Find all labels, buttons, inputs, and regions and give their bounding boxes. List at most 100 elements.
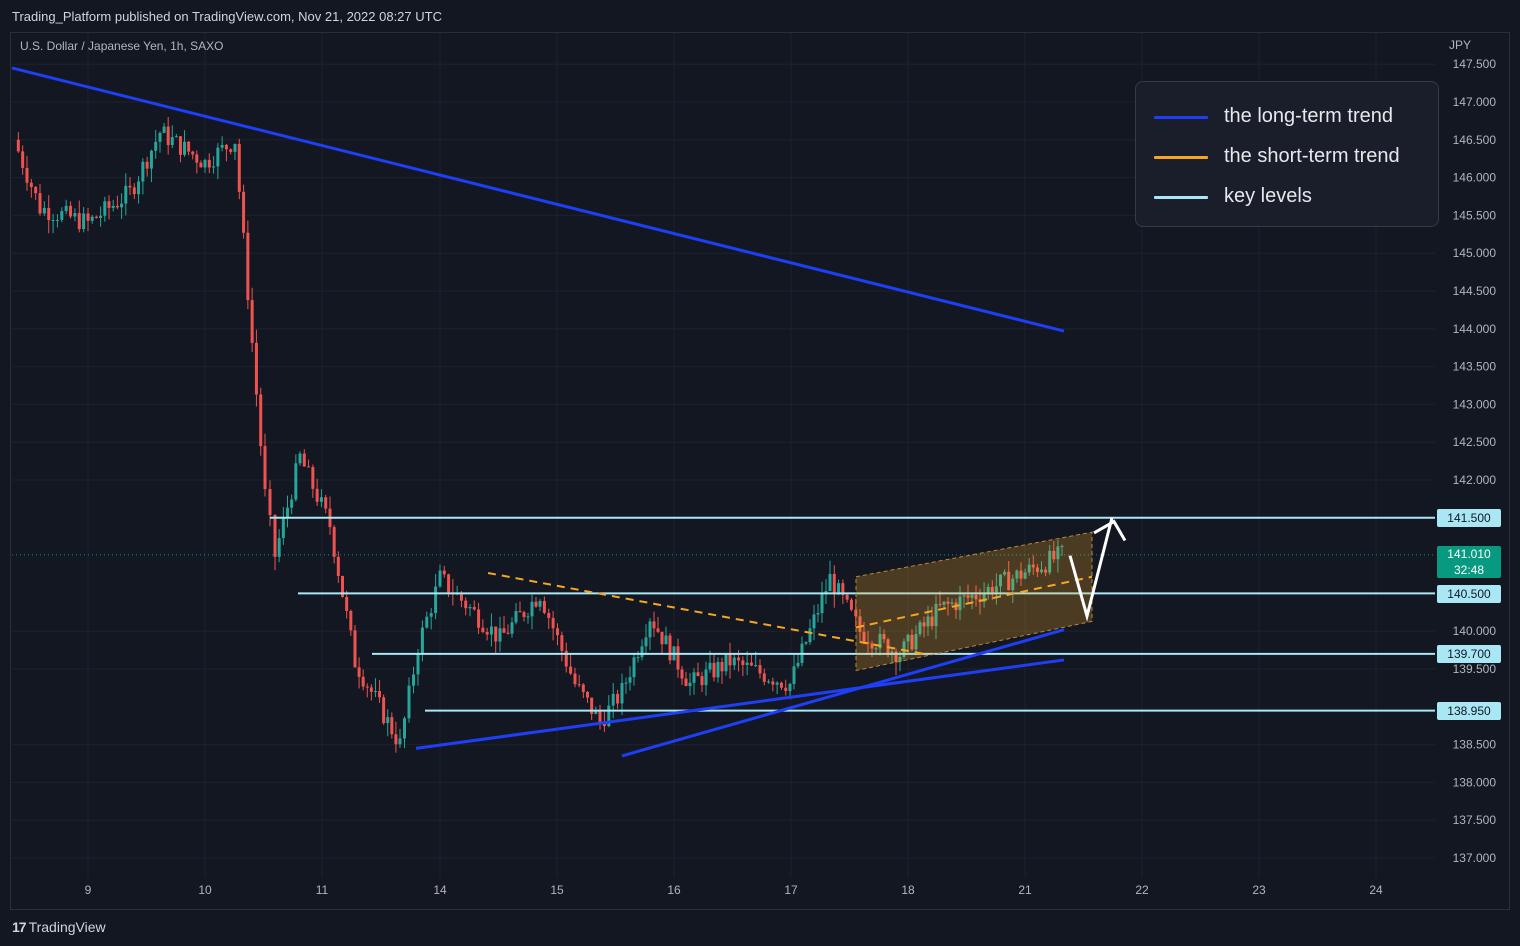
x-tick-label: 22 <box>1135 883 1149 897</box>
candle-body <box>90 216 94 221</box>
candle-body <box>573 673 577 685</box>
candle-body <box>294 463 298 500</box>
candle-body <box>298 453 302 464</box>
price-tag-141500: 141.500 <box>1437 509 1501 527</box>
candle-body <box>438 570 442 587</box>
candle-body <box>962 595 966 597</box>
candle-body <box>720 661 724 672</box>
y-tick-label: 138.000 <box>1453 775 1497 789</box>
candle-body <box>628 677 632 683</box>
candle-body <box>47 207 51 221</box>
candle-body <box>506 632 510 634</box>
candle-body <box>862 631 866 643</box>
candle-body <box>1056 546 1060 560</box>
candle-body <box>922 622 926 627</box>
candle-body <box>644 637 648 647</box>
candle-body <box>564 650 568 667</box>
candle-body <box>1060 546 1064 548</box>
countdown-value: 32:48 <box>1453 563 1485 577</box>
candle-body <box>724 654 728 672</box>
candle-body <box>324 497 328 509</box>
candle-body <box>994 586 998 595</box>
candle-body <box>854 609 858 617</box>
candle-body <box>373 691 377 693</box>
candle-body <box>99 215 103 218</box>
y-tick-label: 142.500 <box>1453 435 1497 449</box>
candle-body <box>103 201 107 216</box>
candle-body <box>51 219 55 221</box>
candle-body <box>281 517 285 539</box>
candle-body <box>42 207 46 214</box>
candle-body <box>166 126 170 146</box>
candle-body <box>632 657 636 678</box>
legend-swatch <box>1154 196 1208 199</box>
projection-path <box>1068 517 1114 622</box>
candle-body <box>894 651 898 663</box>
y-tick-label: 140.000 <box>1453 624 1497 638</box>
x-tick-label: 18 <box>901 883 915 897</box>
candle-body <box>459 593 463 601</box>
y-tick-label: 143.000 <box>1453 397 1497 411</box>
candle-body <box>934 603 938 627</box>
candle-body <box>216 147 220 167</box>
candle-body <box>1023 572 1027 579</box>
candle-body <box>390 717 394 735</box>
legend-item-1: the short-term trend <box>1136 142 1436 172</box>
y-tick-label: 145.500 <box>1453 208 1497 222</box>
candle-body <box>990 586 994 595</box>
chart-frame <box>10 32 1510 910</box>
candle-body <box>1031 564 1035 568</box>
candle-body <box>804 642 808 644</box>
candle-body <box>34 187 38 194</box>
candle-body <box>664 635 668 645</box>
candle-body <box>522 612 526 617</box>
candle-body <box>349 610 353 631</box>
candle-body <box>841 583 845 595</box>
candle-body <box>914 634 918 650</box>
candle-body <box>1035 567 1039 573</box>
x-tick-label: 24 <box>1369 883 1383 897</box>
candle-body <box>229 149 233 152</box>
legend-label: key levels <box>1224 185 1312 207</box>
candle-body <box>412 674 415 686</box>
candle-body <box>526 616 530 618</box>
candle-body <box>680 669 684 679</box>
candle-body <box>1015 570 1019 579</box>
candle-body <box>464 600 468 609</box>
long-term-trendline <box>11 66 1065 333</box>
candle-body <box>345 596 349 611</box>
candle-body <box>808 628 812 643</box>
candle-body <box>55 219 59 221</box>
candle-body <box>1019 570 1023 579</box>
candle-body <box>183 141 187 155</box>
candle-body <box>758 665 762 674</box>
candle-body <box>378 691 382 698</box>
candle-body <box>1011 578 1015 591</box>
tradingview-logo[interactable]: 17 TradingView <box>12 919 106 935</box>
candle-body <box>94 216 98 218</box>
candle-body <box>684 678 688 686</box>
y-tick-label: 137.000 <box>1453 851 1497 865</box>
candle-body <box>590 697 594 714</box>
candle-body <box>141 161 145 182</box>
candle-body <box>870 643 874 649</box>
candle-body <box>551 617 555 629</box>
candle-body <box>728 654 732 666</box>
candle-body <box>429 613 433 617</box>
candle-body <box>982 593 986 602</box>
candle-body <box>442 570 446 575</box>
symbol-label: U.S. Dollar / Japanese Yen, 1h, SAXO <box>20 39 224 53</box>
candle-body <box>21 151 25 168</box>
candle-body <box>792 666 796 684</box>
candle-body <box>958 596 962 611</box>
candle-body <box>382 697 386 724</box>
candle-body <box>357 667 361 677</box>
candle-body <box>398 738 402 745</box>
candle-body <box>242 191 246 233</box>
x-tick-label: 17 <box>784 883 798 897</box>
candle-body <box>974 595 978 600</box>
candle-body <box>259 394 263 447</box>
last-price-value: 141.010 <box>1447 547 1491 561</box>
legend-label: the short-term trend <box>1224 145 1400 167</box>
